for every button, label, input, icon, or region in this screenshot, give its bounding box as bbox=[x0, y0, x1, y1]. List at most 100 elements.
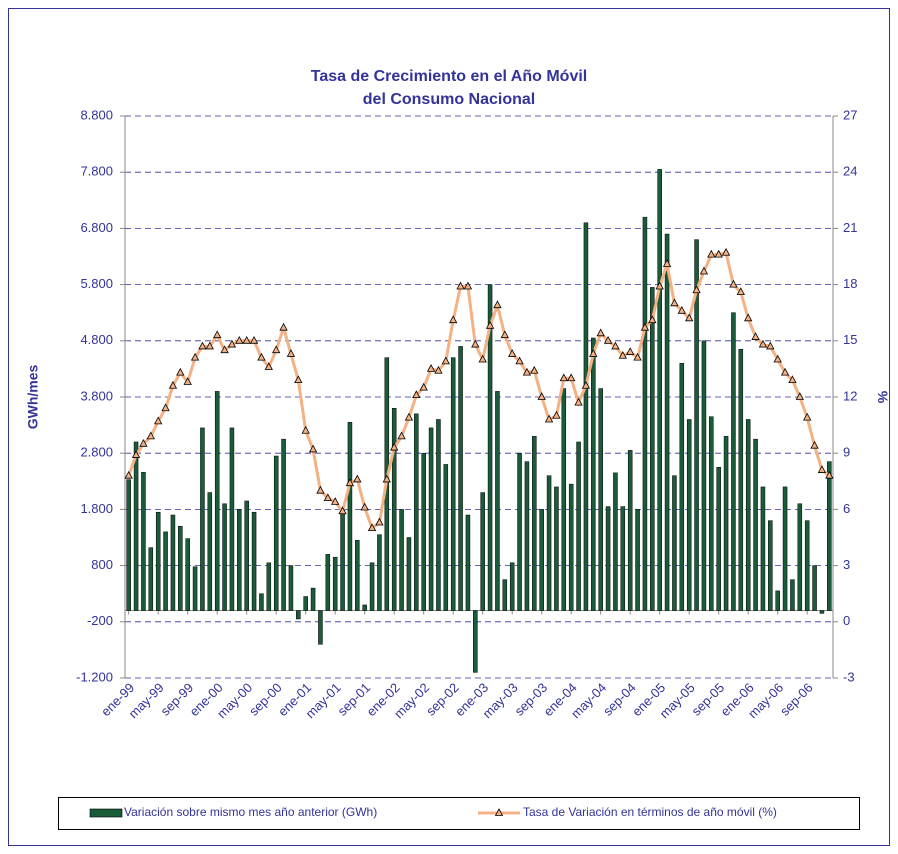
y2-axis-title: % bbox=[875, 390, 891, 403]
bar bbox=[244, 500, 249, 611]
line-marker bbox=[817, 465, 827, 473]
bar bbox=[207, 492, 213, 611]
y-tick-label: 2.800 bbox=[80, 445, 113, 460]
bar bbox=[701, 340, 707, 611]
bar bbox=[170, 514, 176, 611]
bar bbox=[229, 427, 235, 611]
line-marker bbox=[301, 425, 310, 434]
bar bbox=[251, 511, 257, 611]
line-marker bbox=[707, 249, 716, 258]
line-marker bbox=[242, 335, 251, 344]
line-marker bbox=[279, 322, 288, 331]
bar bbox=[686, 419, 692, 611]
y-tick-label: 5.800 bbox=[80, 276, 113, 291]
bar bbox=[281, 438, 286, 611]
line-marker bbox=[426, 364, 436, 372]
bar bbox=[436, 419, 441, 611]
bar bbox=[517, 452, 522, 611]
y-tick-label: 6.800 bbox=[80, 220, 113, 235]
line-marker bbox=[596, 328, 605, 337]
bar bbox=[827, 461, 832, 611]
line-marker bbox=[434, 365, 443, 374]
line-marker bbox=[249, 335, 259, 344]
line-marker bbox=[176, 367, 185, 376]
line-marker bbox=[286, 349, 296, 357]
line-marker bbox=[441, 356, 450, 365]
y-tick-label: 800 bbox=[91, 557, 113, 572]
bar bbox=[473, 610, 478, 673]
line-marker bbox=[581, 380, 591, 389]
line-marker bbox=[780, 367, 790, 376]
y2-tick-label: -3 bbox=[843, 669, 855, 684]
bar bbox=[178, 526, 183, 611]
y-tick-label: 3.800 bbox=[80, 388, 113, 403]
bar bbox=[627, 450, 633, 611]
bar bbox=[377, 534, 382, 611]
bar bbox=[502, 579, 508, 611]
bar bbox=[163, 531, 168, 611]
bar bbox=[546, 475, 552, 611]
line-marker bbox=[493, 300, 502, 309]
bar bbox=[325, 554, 331, 611]
line-marker bbox=[382, 474, 391, 483]
line-marker bbox=[574, 397, 583, 406]
y2-tick-label: 27 bbox=[843, 107, 857, 122]
line-marker bbox=[456, 281, 465, 290]
line-marker bbox=[198, 341, 207, 350]
line-marker bbox=[316, 485, 325, 494]
bar bbox=[391, 407, 397, 611]
line-marker bbox=[308, 444, 318, 453]
line-marker bbox=[758, 339, 768, 348]
line-marker bbox=[795, 392, 804, 400]
bar bbox=[185, 538, 190, 611]
line-marker bbox=[404, 412, 414, 421]
bar bbox=[340, 509, 345, 611]
legend-swatch bbox=[89, 808, 123, 818]
line-marker bbox=[692, 285, 701, 294]
bar bbox=[650, 287, 655, 611]
bar bbox=[399, 509, 404, 611]
bar bbox=[694, 239, 699, 611]
bar bbox=[605, 506, 611, 611]
bar bbox=[428, 427, 434, 611]
legend-label: Tasa de Variación en términos de año móv… bbox=[523, 805, 777, 819]
line-marker bbox=[537, 392, 546, 400]
bar bbox=[782, 486, 788, 611]
line-marker bbox=[803, 412, 812, 421]
y-tick-label: 8.800 bbox=[80, 107, 113, 122]
line-marker bbox=[345, 478, 355, 487]
line-marker bbox=[648, 315, 657, 324]
bar bbox=[672, 475, 677, 611]
chart-title: Tasa de Crecimiento en el Año Móvil bbox=[311, 68, 588, 85]
bar bbox=[214, 391, 220, 611]
bar bbox=[709, 416, 714, 611]
line-marker bbox=[655, 281, 664, 290]
y2-tick-label: 24 bbox=[843, 164, 857, 179]
line-marker bbox=[603, 335, 613, 344]
bar bbox=[192, 566, 198, 611]
line-marker bbox=[522, 367, 532, 376]
bar bbox=[568, 483, 574, 611]
line-marker bbox=[751, 332, 760, 340]
bar bbox=[414, 413, 419, 611]
legend-box bbox=[58, 797, 860, 830]
line-marker bbox=[766, 341, 775, 350]
bar bbox=[716, 467, 721, 611]
line-marker bbox=[294, 375, 303, 384]
legend-swatch bbox=[494, 808, 504, 816]
legend-label: Variación sobre mismo mes año anterior (… bbox=[124, 805, 377, 819]
line-marker bbox=[449, 315, 458, 324]
line-marker bbox=[544, 414, 554, 423]
line-marker bbox=[508, 349, 517, 357]
bar bbox=[664, 233, 670, 611]
bar bbox=[133, 441, 139, 611]
line-marker bbox=[161, 403, 170, 412]
y-tick-label: -200 bbox=[87, 613, 113, 628]
line-marker bbox=[825, 470, 834, 479]
line-marker bbox=[626, 347, 635, 355]
bar bbox=[613, 472, 618, 611]
line-marker bbox=[640, 322, 650, 331]
bar bbox=[642, 216, 648, 611]
line-marker bbox=[729, 279, 738, 288]
y-axis-title: GWh/mes bbox=[25, 365, 41, 430]
